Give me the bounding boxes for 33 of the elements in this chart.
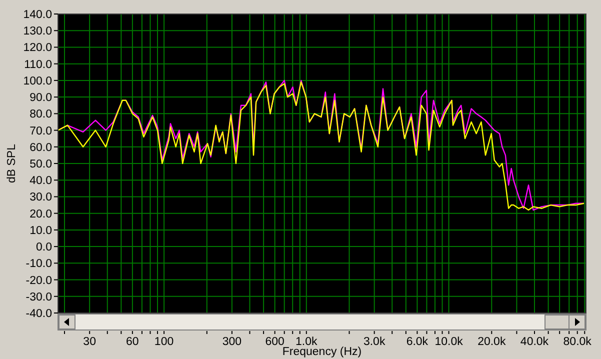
x-tick-label: 600 bbox=[265, 336, 284, 348]
y-tick-label: 90.0 bbox=[30, 92, 52, 104]
y-tick-label: 130.0 bbox=[23, 26, 52, 38]
x-tick-label: 30 bbox=[83, 336, 96, 348]
x-tick-label: 80.0k bbox=[563, 336, 592, 348]
y-tick-label: -40.0 bbox=[26, 308, 52, 320]
y-tick-label: 30.0 bbox=[30, 192, 52, 204]
y-tick-label: 20.0 bbox=[30, 208, 52, 220]
y-tick-label: -10.0 bbox=[26, 258, 52, 270]
y-tick-label: 0.0 bbox=[36, 242, 52, 254]
y-tick-label: 70.0 bbox=[30, 125, 52, 138]
x-tick-label: 40.0k bbox=[520, 336, 549, 348]
y-tick-label: 110.0 bbox=[24, 58, 52, 71]
x-tick-label: 300 bbox=[222, 336, 242, 348]
y-tick-label: 120.0 bbox=[23, 42, 52, 54]
x-tick-label: 10.0k bbox=[434, 336, 464, 348]
y-tick-label: 10.0 bbox=[30, 224, 52, 237]
x-tick-label: 1.0k bbox=[296, 336, 318, 348]
x-axis-title: Frequency (Hz) bbox=[282, 346, 362, 358]
y-axis-title: dB SPL bbox=[6, 143, 18, 183]
y-tick-label: 140.0 bbox=[23, 9, 52, 22]
y-tick-label: -20.0 bbox=[26, 274, 52, 287]
y-tick-label: 100.0 bbox=[23, 75, 52, 88]
y-tick-label: 40.0 bbox=[30, 175, 52, 188]
y-tick-label: -30.0 bbox=[26, 291, 52, 304]
x-tick-label: 60 bbox=[126, 336, 139, 348]
y-tick-label: 60.0 bbox=[30, 142, 52, 154]
x-tick-label: 6.0k bbox=[406, 336, 428, 348]
x-tick-label: 100 bbox=[154, 336, 174, 348]
x-tick-label: 20.0k bbox=[478, 336, 506, 348]
y-tick-label: 80.0 bbox=[30, 108, 52, 121]
y-tick-label: 50.0 bbox=[30, 158, 52, 171]
x-tick-label: 3.0k bbox=[363, 336, 386, 348]
